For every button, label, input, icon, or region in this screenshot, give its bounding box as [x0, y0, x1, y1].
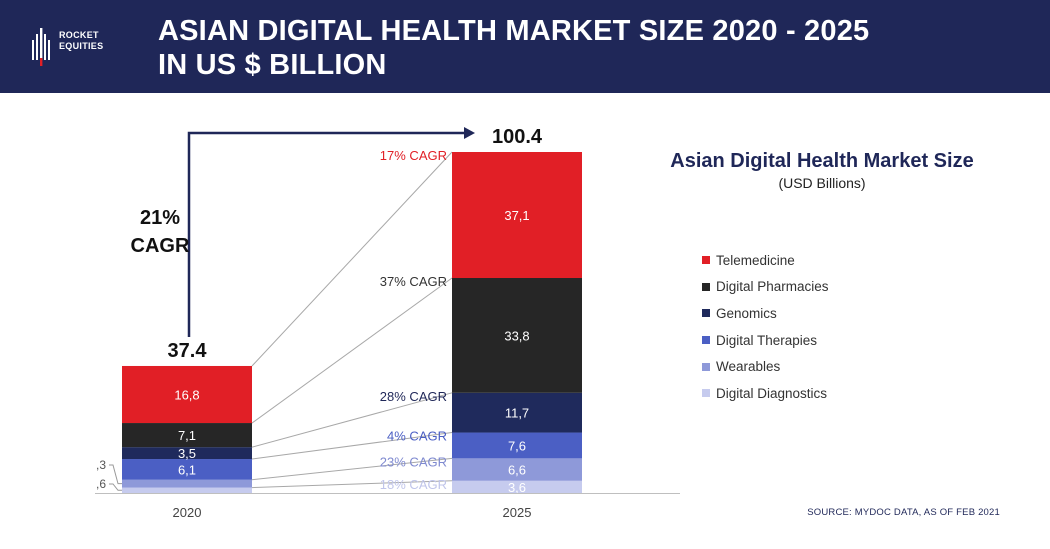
- connector-line-telemedicine: [251, 151, 453, 367]
- outside-label-digital-diagnostics-2020: ,6: [96, 477, 106, 491]
- x-tick-label-2025: 2025: [503, 505, 532, 520]
- overall-cagr-label: CAGR: [131, 235, 190, 257]
- source-note: SOURCE: MYDOC DATA, AS OF FEB 2021: [807, 507, 1000, 518]
- logo-line-2: EQUITIES: [59, 41, 104, 51]
- data-label-telemedicine-2025: 37,1: [504, 208, 529, 223]
- data-label-telemedicine-2020: 16,8: [174, 388, 199, 403]
- legend-swatch-digital-pharmacies: [702, 282, 710, 291]
- legend-item-genomics: Genomics: [702, 300, 829, 327]
- bar-segment-genomics-2020: [122, 447, 252, 460]
- bar-segment-genomics-2025: [452, 392, 582, 433]
- bar-segment-digital-diagnostics-2020: [122, 487, 252, 493]
- bar-segment-digital-therapies-2025: [452, 432, 582, 459]
- data-label-digital-pharmacies-2025: 33,8: [504, 328, 529, 343]
- cagr-label-genomics: 28% CAGR: [380, 389, 447, 404]
- connector-line-wearables: [251, 457, 453, 481]
- legend-subtitle: (USD Billions): [778, 175, 866, 191]
- overall-cagr-value: 21%: [140, 207, 180, 229]
- rocket-logo-icon: [32, 28, 50, 66]
- outside-label-wearables-2020: ,3: [96, 458, 106, 472]
- legend-swatch-digital-therapies: [702, 336, 710, 345]
- cagr-label-digital-therapies: 4% CAGR: [387, 429, 447, 444]
- data-label-genomics-2020: 3,5: [178, 446, 196, 461]
- legend-label-telemedicine: Telemedicine: [716, 252, 795, 268]
- bar-segment-digital-diagnostics-2025: [452, 480, 582, 493]
- leader-line-wearables: [109, 464, 122, 485]
- legend-item-wearables: Wearables: [702, 353, 829, 380]
- x-tick-label-2020: 2020: [173, 505, 202, 520]
- bar-segment-telemedicine-2025: [452, 152, 582, 279]
- legend-swatch-wearables: [702, 362, 710, 371]
- arrowhead-icon: [464, 127, 475, 139]
- cagr-label-digital-diagnostics: 18% CAGR: [380, 477, 447, 492]
- data-label-digital-pharmacies-2020: 7,1: [178, 428, 196, 443]
- logo-wordmark: ROCKET EQUITIES: [59, 30, 103, 52]
- legend-label-digital-pharmacies: Digital Pharmacies: [716, 279, 829, 295]
- legend-label-genomics: Genomics: [716, 305, 777, 321]
- legend-swatch-genomics: [702, 309, 710, 318]
- legend-label-digital-therapies: Digital Therapies: [716, 332, 818, 348]
- bar-segment-wearables-2025: [452, 458, 582, 481]
- connector-line-genomics: [251, 392, 453, 448]
- legend-swatch-digital-diagnostics: [702, 389, 710, 398]
- legend-item-digital-pharmacies: Digital Pharmacies: [702, 274, 829, 301]
- data-label-digital-therapies-2025: 7,6: [508, 438, 526, 453]
- growth-arrow-line: [187, 131, 466, 337]
- legend-title: Asian Digital Health Market Size: [670, 150, 974, 172]
- header-banner: ROCKET EQUITIES ASIAN DIGITAL HEALTH MAR…: [0, 0, 1050, 93]
- cagr-label-telemedicine: 17% CAGR: [380, 148, 447, 163]
- bar-segment-digital-therapies-2020: [122, 459, 252, 480]
- total-label-2020: 37.4: [168, 340, 208, 362]
- legend-swatch-telemedicine: [702, 256, 710, 265]
- page-title: ASIAN DIGITAL HEALTH MARKET SIZE 2020 - …: [158, 14, 869, 82]
- data-label-wearables-2025: 6,6: [508, 463, 526, 478]
- bar-segment-digital-pharmacies-2020: [122, 423, 252, 448]
- legend-label-digital-diagnostics: Digital Diagnostics: [716, 385, 828, 401]
- data-label-genomics-2025: 11,7: [505, 406, 529, 421]
- page-title-line-2: IN US $ BILLION: [158, 49, 387, 81]
- bar-segment-telemedicine-2020: [122, 365, 252, 424]
- total-label-2025: 100.4: [492, 126, 543, 148]
- chart-legend: Telemedicine Digital Pharmacies Genomics Di…: [702, 247, 829, 407]
- data-label-digital-therapies-2020: 6,1: [178, 462, 196, 477]
- legend-item-digital-diagnostics: Digital Diagnostics: [702, 380, 829, 407]
- bar-segment-wearables-2020: [122, 479, 252, 488]
- page-title-line-1: ASIAN DIGITAL HEALTH MARKET SIZE 2020 - …: [158, 15, 870, 47]
- connector-line-digital-diagnostics: [251, 480, 453, 489]
- cagr-label-digital-pharmacies: 37% CAGR: [380, 274, 447, 289]
- cagr-label-wearables: 23% CAGR: [380, 454, 447, 469]
- legend-item-digital-therapies: Digital Therapies: [702, 327, 829, 354]
- legend-label-wearables: Wearables: [716, 359, 781, 375]
- legend-item-telemedicine: Telemedicine: [702, 247, 829, 274]
- data-label-digital-diagnostics-2025: 3,6: [508, 480, 526, 495]
- leader-line-digital-diagnostics: [109, 483, 122, 491]
- logo-line-1: ROCKET: [59, 30, 99, 40]
- bar-segment-digital-pharmacies-2025: [452, 278, 582, 393]
- connector-line-digital-therapies: [251, 432, 453, 460]
- connector-line-digital-pharmacies: [251, 277, 453, 424]
